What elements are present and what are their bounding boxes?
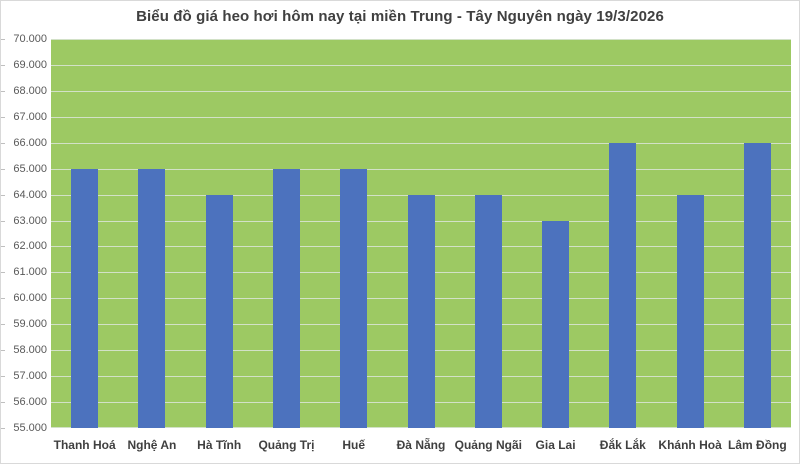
y-axis-tick: [1, 220, 5, 222]
y-axis-tick: [1, 168, 5, 170]
gridline: [51, 168, 791, 170]
y-axis-label: 68.000: [13, 84, 47, 97]
y-axis-tick: [1, 376, 5, 378]
y-axis-label: 58.000: [13, 344, 47, 357]
gridline: [51, 116, 791, 118]
x-axis-label: Quảng Ngãi: [454, 438, 522, 452]
y-axis-tick: [1, 350, 5, 352]
y-axis-tick: [1, 64, 5, 66]
y-axis-label: 65.000: [13, 162, 47, 175]
y-axis-label: 63.000: [13, 214, 47, 227]
y-axis-tick: [1, 39, 5, 40]
bar: [205, 194, 233, 428]
y-axis-tick: [1, 272, 5, 274]
x-axis-label: Thanh Hoá: [53, 438, 116, 452]
bar: [340, 168, 368, 428]
x-axis-label: Hà Tĩnh: [197, 438, 242, 452]
y-axis-label: 69.000: [13, 58, 47, 71]
bar: [138, 168, 166, 428]
x-axis-label: Lâm Đồng: [728, 438, 787, 452]
plot-area: [51, 39, 791, 428]
chart-title: Biểu đồ giá heo hơi hôm nay tại miền Tru…: [136, 8, 664, 25]
gridline: [51, 64, 791, 66]
y-axis-label: 70.000: [13, 33, 47, 45]
y-axis-tick: [1, 116, 5, 118]
bar: [407, 194, 435, 428]
y-axis-tick: [1, 246, 5, 248]
y-axis-tick: [1, 194, 5, 196]
y-axis-tick: [1, 142, 5, 144]
y-axis-label: 57.000: [13, 370, 47, 383]
y-axis-label: 66.000: [13, 136, 47, 149]
y-axis-tick: [1, 402, 5, 404]
y-axis-label: 59.000: [13, 318, 47, 331]
y-axis-label: 60.000: [13, 292, 47, 305]
x-axis-label: Huế: [342, 438, 366, 452]
y-axis-label: 67.000: [13, 110, 47, 123]
y-axis-tick: [1, 428, 5, 429]
x-axis-label: Đắk Lắk: [599, 438, 646, 452]
x-axis-label: Nghệ An: [127, 438, 177, 452]
bar: [609, 142, 637, 428]
y-axis-label: 61.000: [13, 266, 47, 279]
y-axis-label: 56.000: [13, 396, 47, 409]
bar: [71, 168, 99, 428]
x-axis-label: Quảng Trị: [258, 438, 315, 452]
gridline: [51, 142, 791, 144]
x-axis-label: Gia Lai: [535, 438, 576, 452]
bar: [474, 194, 502, 428]
y-axis-label: 64.000: [13, 188, 47, 201]
y-axis-tick: [1, 298, 5, 300]
y-axis-tick: [1, 324, 5, 326]
x-axis-label: Đà Nẵng: [396, 438, 446, 452]
x-axis-label: Khánh Hoà: [658, 438, 722, 452]
bar: [743, 142, 771, 428]
bar: [542, 220, 570, 428]
y-axis-label: 55.000: [13, 422, 47, 434]
gridline: [51, 39, 791, 40]
bar: [272, 168, 300, 428]
gridline: [51, 90, 791, 92]
y-axis-tick: [1, 90, 5, 92]
bar: [676, 194, 704, 428]
y-axis-label: 62.000: [13, 240, 47, 253]
